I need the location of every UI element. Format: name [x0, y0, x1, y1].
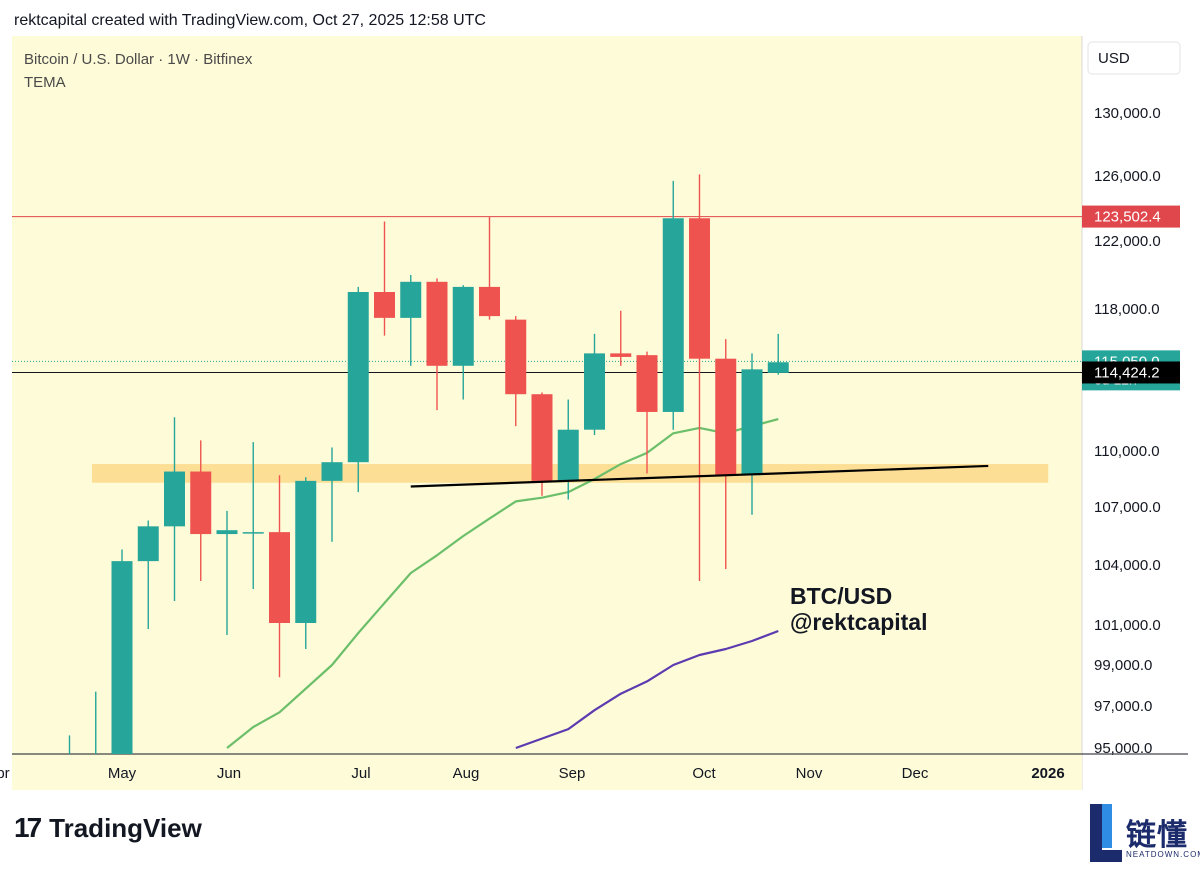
x-tick-label: Dec [902, 765, 929, 782]
candle [452, 285, 474, 400]
candle-body [137, 526, 159, 562]
candle-body [374, 292, 395, 318]
y-tick-label: 118,000.0 [1094, 301, 1160, 318]
y-tick-label: 126,000.0 [1094, 168, 1161, 185]
y-tick-label: 104,000.0 [1094, 557, 1161, 574]
candle [111, 549, 133, 754]
candle-body [662, 218, 684, 412]
resistance-price-label: 123,502.4 [1094, 209, 1161, 226]
candle-body [767, 362, 789, 373]
candle [479, 216, 500, 320]
candle [400, 275, 422, 366]
candle-body [531, 394, 553, 481]
y-tick-label: 97,000.0 [1094, 698, 1152, 715]
candle-body [111, 561, 133, 754]
candle [190, 440, 212, 581]
indicator-label: TEMA [24, 74, 66, 91]
candle [137, 520, 159, 629]
resistance-price-label-box [1082, 205, 1180, 228]
x-tick-label: 2026 [1031, 765, 1064, 782]
candle [269, 475, 290, 678]
crosshair-price-label: 114,424.2 [1094, 364, 1160, 381]
candle-body [321, 462, 343, 481]
chart-title: Bitcoin / U.S. Dollar · 1W · Bitfinex [24, 51, 253, 68]
candle [295, 477, 317, 649]
crosshair-price-label-box [1082, 361, 1180, 384]
y-tick-label: 99,000.0 [1094, 657, 1152, 674]
candle [321, 447, 343, 542]
candle-body [426, 281, 448, 366]
candle-body [741, 369, 763, 476]
purple-ma-line [515, 629, 779, 750]
annotation-author: @rektcapital [790, 609, 927, 635]
support-trendline [410, 464, 989, 488]
tradingview-logo-text: TradingView [49, 812, 202, 843]
candle [584, 333, 605, 436]
time-axis[interactable] [12, 754, 1082, 790]
y-tick-label: 122,000.0 [1094, 233, 1161, 250]
candle [347, 286, 369, 493]
candle [374, 221, 395, 336]
candle [242, 442, 264, 589]
neatdown-watermark: 链懂 NEATDOWN.COM [1086, 798, 1200, 868]
x-tick-label: Jun [217, 765, 241, 782]
tema-line [226, 418, 779, 749]
candle-body [636, 355, 658, 412]
candle [505, 316, 527, 427]
y-tick-label: 110,000.0 [1094, 443, 1160, 460]
currency-button[interactable]: USD [1098, 50, 1130, 67]
candle-body [400, 281, 422, 318]
candle [636, 351, 658, 474]
candle [610, 310, 632, 366]
candle-body [584, 353, 605, 430]
candle-body [295, 480, 317, 623]
watermark-cn-text: 链懂 [1126, 818, 1188, 853]
currency-button-box[interactable] [1087, 41, 1181, 75]
tradingview-logo[interactable]: 17 TradingView [14, 812, 202, 844]
neatdown-logo-icon [1090, 804, 1122, 862]
candle [767, 333, 789, 375]
candle-body [557, 429, 579, 481]
candle [715, 339, 737, 569]
candle-body [164, 471, 185, 527]
x-tick-label: Aug [453, 765, 480, 782]
candle [95, 691, 97, 754]
candle [689, 174, 710, 581]
chart-header-credit: rektcapital created with TradingView.com… [14, 12, 486, 29]
x-tick-label: Sep [559, 765, 586, 782]
x-tick-label: Oct [692, 765, 716, 782]
x-tick-label: Jul [351, 765, 370, 782]
x-tick-label: Nov [796, 765, 823, 782]
x-tick-label: May [108, 765, 137, 782]
candle-body [610, 353, 632, 357]
candle-body [479, 286, 500, 317]
candle [531, 392, 553, 496]
candle-body [269, 532, 290, 623]
y-tick-label: 130,000.0 [1094, 105, 1161, 122]
price-axis[interactable] [1082, 36, 1188, 758]
candle-body [505, 319, 527, 395]
candle-body [242, 532, 264, 534]
candle [216, 510, 238, 635]
y-tick-label: 101,000.0 [1094, 617, 1161, 634]
candle-body [216, 530, 238, 535]
candle [741, 353, 763, 515]
candle [662, 180, 684, 430]
tradingview-logo-icon: 17 [14, 812, 42, 843]
candle-body [689, 218, 710, 359]
candle-body [715, 358, 737, 476]
candle [426, 278, 448, 411]
candle-body [347, 292, 369, 463]
candle-body [190, 471, 212, 535]
x-tick-label: Apr [0, 765, 10, 782]
candle-body [452, 286, 474, 366]
candle [557, 399, 579, 500]
y-tick-label: 95,000.0 [1094, 740, 1152, 757]
candle [164, 417, 185, 601]
watermark-en-text: NEATDOWN.COM [1126, 850, 1200, 859]
annotation-symbol: BTC/USD [790, 583, 892, 609]
candle [68, 735, 71, 754]
y-tick-label: 107,000.0 [1094, 499, 1161, 516]
